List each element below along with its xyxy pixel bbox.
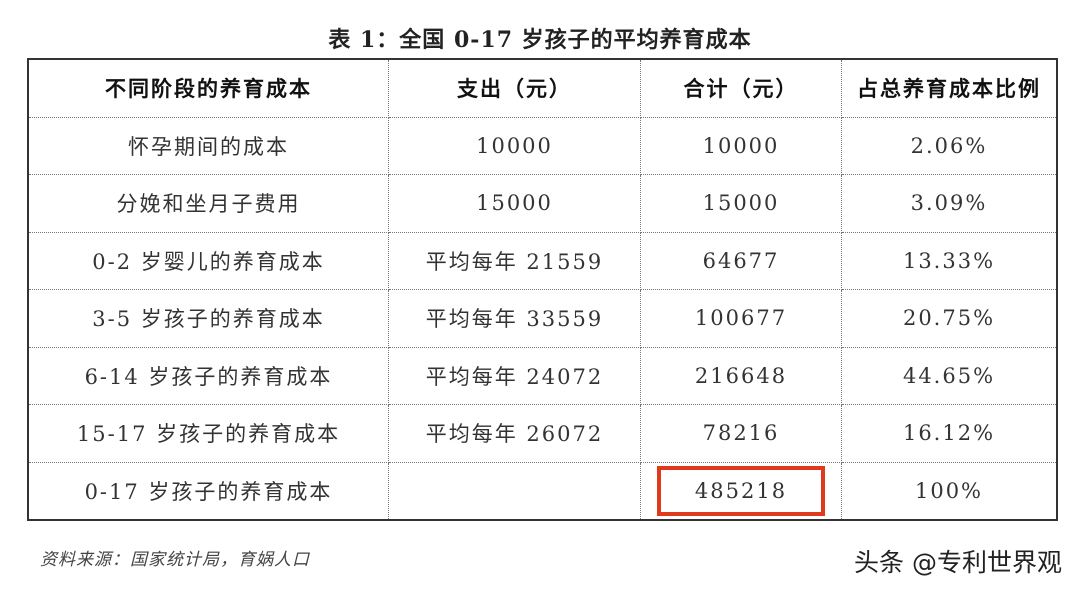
- header-expense: 支出（元）: [388, 58, 641, 118]
- cell-expense: 平均每年 21559: [388, 231, 641, 290]
- cell-total: 100677: [640, 289, 842, 348]
- table-row: 分娩和坐月子费用 15000 15000 3.09%: [27, 174, 1058, 233]
- cell-ratio: 2.06%: [841, 116, 1058, 175]
- table-row: 0-17 岁孩子的养育成本 485218 100%: [27, 461, 1058, 521]
- header-stage: 不同阶段的养育成本: [27, 58, 389, 118]
- cell-expense: 平均每年 24072: [388, 346, 641, 405]
- cell-stage: 0-17 岁孩子的养育成本: [27, 461, 389, 521]
- cell-stage: 分娩和坐月子费用: [27, 174, 389, 233]
- header-ratio: 占总养育成本比例: [841, 58, 1058, 118]
- cell-total: 10000: [640, 116, 842, 175]
- header-total: 合计（元）: [640, 58, 842, 118]
- cell-total: 78216: [640, 404, 842, 463]
- table-row: 6-14 岁孩子的养育成本 平均每年 24072 216648 44.65%: [27, 346, 1058, 405]
- table-row: 怀孕期间的成本 10000 10000 2.06%: [27, 116, 1058, 175]
- cell-ratio: 100%: [841, 461, 1058, 521]
- cell-ratio: 44.65%: [841, 346, 1058, 405]
- cell-total: 485218: [640, 461, 842, 521]
- source-note: 资料来源：国家统计局，育娲人口: [40, 550, 310, 570]
- cell-stage: 怀孕期间的成本: [27, 116, 389, 175]
- cell-ratio: 13.33%: [841, 231, 1058, 290]
- cell-stage: 6-14 岁孩子的养育成本: [27, 346, 389, 405]
- cell-expense: 15000: [388, 174, 641, 233]
- cell-total: 64677: [640, 231, 842, 290]
- table-row: 3-5 岁孩子的养育成本 平均每年 33559 100677 20.75%: [27, 289, 1058, 348]
- table-row: 0-2 岁婴儿的养育成本 平均每年 21559 64677 13.33%: [27, 231, 1058, 290]
- cell-expense: 平均每年 33559: [388, 289, 641, 348]
- cell-ratio: 3.09%: [841, 174, 1058, 233]
- cell-expense: 平均每年 26072: [388, 404, 641, 463]
- table-row: 15-17 岁孩子的养育成本 平均每年 26072 78216 16.12%: [27, 404, 1058, 463]
- cost-table: 不同阶段的养育成本 支出（元） 合计（元） 占总养育成本比例 怀孕期间的成本 10…: [27, 58, 1058, 521]
- cell-stage: 3-5 岁孩子的养育成本: [27, 289, 389, 348]
- cell-expense: [388, 461, 641, 521]
- table-title: 表 1：全国 0-17 岁孩子的平均养育成本: [328, 27, 752, 53]
- cell-total: 216648: [640, 346, 842, 405]
- watermark: 头条 @专利世界观: [854, 548, 1062, 577]
- cell-total: 15000: [640, 174, 842, 233]
- table-header-row: 不同阶段的养育成本 支出（元） 合计（元） 占总养育成本比例: [27, 58, 1058, 118]
- cell-ratio: 20.75%: [841, 289, 1058, 348]
- cell-stage: 0-2 岁婴儿的养育成本: [27, 231, 389, 290]
- cell-stage: 15-17 岁孩子的养育成本: [27, 404, 389, 463]
- highlighted-total: 485218: [657, 465, 825, 516]
- cell-ratio: 16.12%: [841, 404, 1058, 463]
- cell-expense: 10000: [388, 116, 641, 175]
